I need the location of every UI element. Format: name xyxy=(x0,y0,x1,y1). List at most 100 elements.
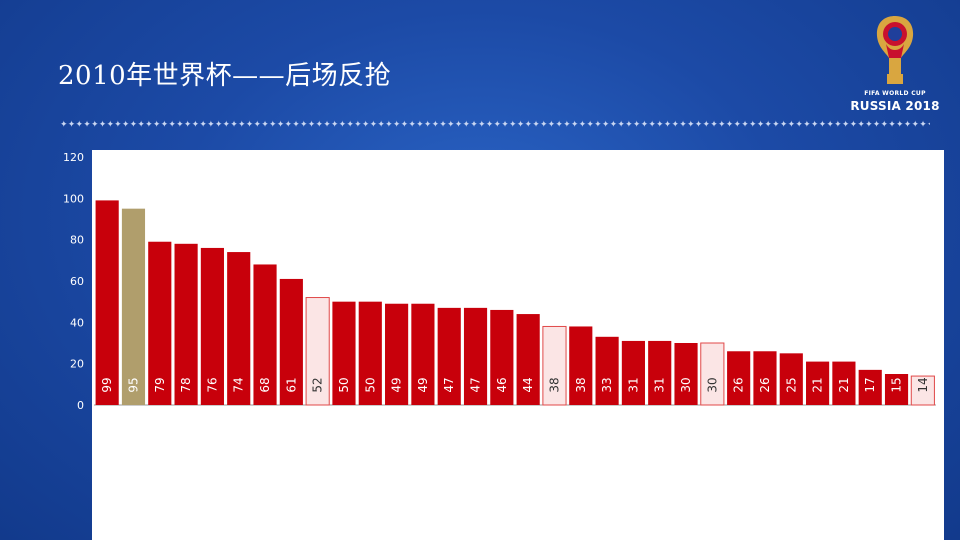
bar-value-label: 21 xyxy=(837,377,851,392)
category-label: 朝鲜 xyxy=(915,413,929,435)
bar-value-label: 74 xyxy=(232,377,246,392)
logo-caption-large: RUSSIA 2018 xyxy=(850,99,940,113)
category-label: 荷兰 xyxy=(259,413,272,435)
bar xyxy=(121,208,146,405)
bar xyxy=(227,252,251,405)
y-tick-label: 60 xyxy=(70,275,84,288)
bar-value-label: 49 xyxy=(416,377,430,392)
bar-value-label: 38 xyxy=(547,377,561,392)
trophy-emblem-icon xyxy=(876,16,914,84)
bar xyxy=(569,326,593,405)
bar xyxy=(779,353,803,405)
category-label: 科特迪瓦 xyxy=(573,413,587,457)
bar xyxy=(648,340,672,405)
bar-value-label: 33 xyxy=(600,377,614,392)
bar xyxy=(910,375,935,406)
bar-value-label: 46 xyxy=(495,377,509,392)
category-label: 新西兰 xyxy=(863,413,877,446)
category-label: 英格兰 xyxy=(468,413,482,446)
bar-value-label: 68 xyxy=(258,377,272,392)
category-label: 阿尔及利亚 xyxy=(627,413,640,468)
bar xyxy=(332,301,356,405)
category-label: 日本 xyxy=(705,413,719,435)
bar-value-label: 31 xyxy=(653,377,667,392)
bar-value-label: 52 xyxy=(311,377,325,392)
bar-value-label: 31 xyxy=(626,377,640,392)
category-label: 斯洛文尼亚 xyxy=(757,413,771,468)
category-label: 喀麦隆 xyxy=(442,413,456,446)
bar xyxy=(542,325,567,406)
bar-value-label: 44 xyxy=(521,377,535,392)
bar xyxy=(437,307,461,405)
bar xyxy=(358,301,382,405)
bar-value-label: 30 xyxy=(679,377,693,392)
bar-value-label: 38 xyxy=(574,377,588,392)
bar xyxy=(884,374,909,405)
bar-value-label: 17 xyxy=(863,377,877,392)
bar-value-label: 25 xyxy=(784,377,798,392)
category-label: 意大利 xyxy=(363,413,377,446)
category-label: 加纳 xyxy=(337,413,350,435)
bar xyxy=(279,278,303,405)
bar-value-label: 30 xyxy=(705,377,719,392)
bar-value-label: 79 xyxy=(153,377,167,392)
bar xyxy=(200,247,224,405)
bar xyxy=(700,342,725,406)
logo-caption-small: FIFA WORLD CUP xyxy=(864,90,926,97)
category-label: 韩国 xyxy=(310,413,324,435)
slide-title: 2010年世界杯——后场反抢 xyxy=(58,61,392,91)
bar xyxy=(411,303,435,405)
category-label: 阿根廷 xyxy=(231,413,245,446)
bar xyxy=(516,314,540,405)
bar-value-label: 15 xyxy=(890,377,904,392)
bar xyxy=(148,241,172,405)
category-label: 瑞士 xyxy=(600,413,614,435)
bar xyxy=(385,303,409,405)
bar xyxy=(305,297,330,406)
bar xyxy=(463,307,488,405)
bar-value-label: 76 xyxy=(205,377,219,392)
bar-value-label: 47 xyxy=(442,377,456,392)
bar-value-label: 14 xyxy=(916,377,930,392)
bar xyxy=(806,361,830,405)
star-divider: ✦✦✦✦✦✦✦✦✦✦✦✦✦✦✦✦✦✦✦✦✦✦✦✦✦✦✦✦✦✦✦✦✦✦✦✦✦✦✦✦… xyxy=(60,120,930,130)
bar xyxy=(95,200,119,405)
category-label: 尼日利亚 xyxy=(811,413,824,457)
bar-value-label: 49 xyxy=(390,377,404,392)
category-label: 斯洛伐克 xyxy=(652,413,666,457)
category-label: 西班牙 xyxy=(127,413,140,446)
bar xyxy=(832,361,856,405)
bar-value-label: 47 xyxy=(469,377,483,392)
category-label: 巴拉圭 xyxy=(179,413,193,446)
bar-value-label: 61 xyxy=(284,377,298,392)
y-tick-label: 40 xyxy=(70,316,84,329)
category-label: 葡萄牙 xyxy=(495,413,508,446)
category-label: 希腊 xyxy=(679,413,693,435)
bar-value-label: 50 xyxy=(363,377,377,392)
category-label: 美国 xyxy=(416,413,429,435)
category-label: 澳大利亚 xyxy=(547,413,561,457)
bar-value-label: 26 xyxy=(732,377,746,392)
bar xyxy=(621,340,645,405)
bar xyxy=(174,243,198,405)
bar-value-label: 50 xyxy=(337,377,351,392)
bar xyxy=(490,309,514,405)
bar xyxy=(253,264,277,405)
bar xyxy=(858,369,882,405)
y-tick-label: 0 xyxy=(77,399,84,412)
y-tick-label: 120 xyxy=(63,151,84,164)
bar xyxy=(727,351,751,405)
category-label: 南非 xyxy=(837,413,850,435)
category-label: 丹麦 xyxy=(732,413,745,435)
bar-value-label: 21 xyxy=(811,377,825,392)
category-label: 德国 xyxy=(152,413,166,435)
y-tick-label: 100 xyxy=(63,192,84,205)
category-label: 法国 xyxy=(521,413,535,435)
bar xyxy=(753,351,777,405)
y-tick-label: 20 xyxy=(70,358,84,371)
bar xyxy=(595,336,619,405)
category-label: 乌拉圭 xyxy=(100,413,114,446)
y-tick-label: 80 xyxy=(70,234,84,247)
bar-value-label: 26 xyxy=(758,377,772,392)
